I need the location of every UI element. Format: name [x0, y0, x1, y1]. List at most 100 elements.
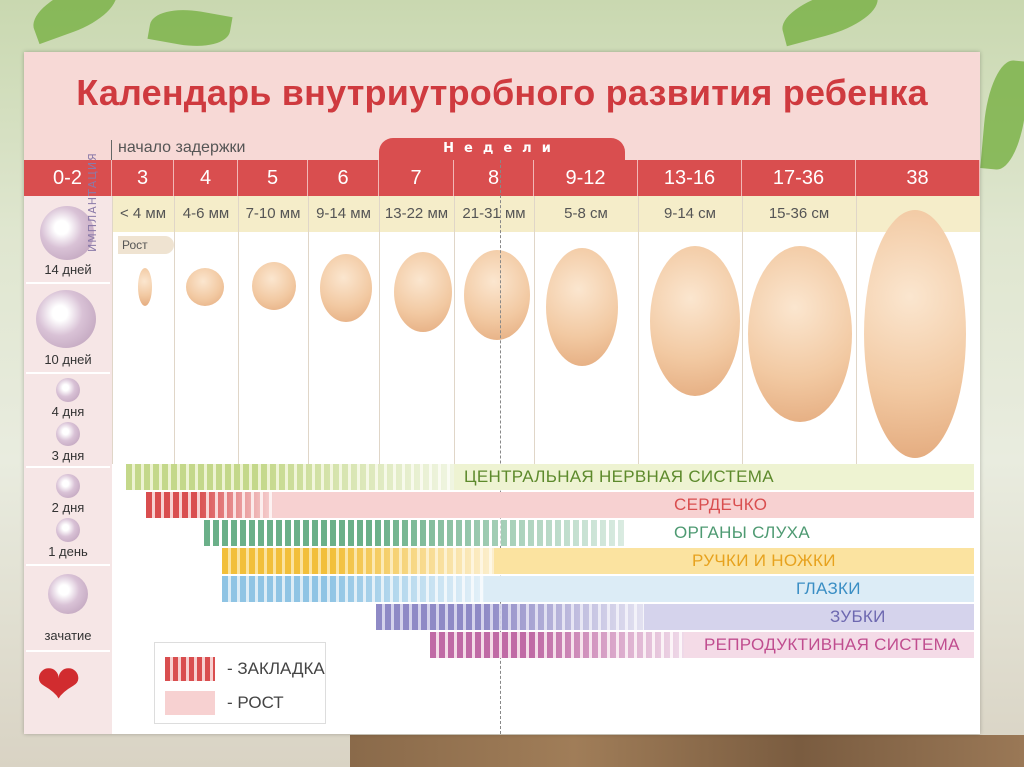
embryo-week-3 [138, 268, 152, 306]
column-divider [174, 196, 175, 464]
week-cell: 17-36 [742, 160, 856, 196]
legend-onset-label: - ЗАКЛАДКА [227, 659, 325, 678]
onset-stripes [222, 548, 494, 574]
size-cell: 9-14 мм [316, 205, 371, 222]
column-divider [308, 196, 309, 464]
divider [26, 564, 110, 566]
system-label: РЕПРОДУКТИВНАЯ СИСТЕМА [704, 635, 960, 654]
legend-growth-label: - РОСТ [227, 693, 284, 712]
morula-icon [56, 422, 80, 446]
legend-onset-swatch [165, 657, 215, 681]
embryo-cell-icon [36, 290, 96, 348]
divider [26, 282, 110, 284]
stage-label: 4 дня [51, 404, 85, 419]
heart-icon: ❤ [36, 653, 82, 716]
column-divider [534, 196, 535, 464]
onset-stripes [204, 520, 624, 546]
column-divider [379, 196, 380, 464]
system-label: ГЛАЗКИ [796, 579, 861, 598]
onset-stripes [376, 604, 644, 630]
week-cell: 8 [454, 160, 534, 196]
stage-label: 10 дней [44, 352, 92, 367]
size-cell: 21-31 мм [462, 205, 526, 222]
early-stages-column: 14 дней 10 дней 4 дня 3 дня 2 дня 1 день… [24, 196, 112, 734]
stage-label: 3 дня [51, 448, 85, 463]
column-divider [112, 196, 113, 464]
column-divider [238, 196, 239, 464]
stage-label: 2 дня [51, 500, 85, 515]
week-cell: 13-16 [638, 160, 742, 196]
morula-icon [56, 378, 80, 402]
embryo-week-5 [252, 262, 296, 310]
stage-label: 14 дней [44, 262, 92, 277]
size-cell: 13-22 мм [384, 205, 449, 222]
embryo-week-8 [464, 250, 530, 340]
size-cell: 15-36 см [768, 205, 830, 222]
system-label: ЗУБКИ [830, 607, 886, 626]
size-cell: < 4 мм [119, 205, 167, 222]
column-divider [742, 196, 743, 464]
leaf-decoration [25, 0, 125, 45]
delay-label: начало задержки [118, 139, 246, 156]
legend-growth-swatch [165, 691, 215, 715]
system-bar: ОРГАНЫ СЛУХА [204, 520, 974, 546]
zygote-icon [56, 474, 80, 498]
blastocyst-icon [40, 206, 94, 260]
system-bar: ЦЕНТРАЛЬНАЯ НЕРВНАЯ СИСТЕМА [126, 464, 974, 490]
column-divider [454, 196, 455, 464]
onset-stripes [430, 632, 684, 658]
page-title: Календарь внутриутробного развития ребен… [76, 72, 928, 113]
divider [26, 466, 110, 468]
system-bar: РЕПРОДУКТИВНАЯ СИСТЕМА [430, 632, 974, 658]
leaf-decoration [776, 0, 884, 47]
embryo-week-7 [394, 252, 452, 332]
week-cell: 3 [112, 160, 174, 196]
system-label: СЕРДЕЧКО [674, 495, 768, 514]
onset-stripes [222, 576, 484, 602]
weeks-row: 0-2 3 4 5 6 7 8 9-12 13-16 17-36 38 [24, 160, 980, 196]
system-label: ОРГАНЫ СЛУХА [674, 523, 810, 542]
size-cell: 4-6 мм [182, 205, 230, 222]
embryo-week-17-36 [748, 246, 852, 422]
week-cell: 9-12 [534, 160, 638, 196]
week-cell: 38 [856, 160, 980, 196]
leaf-decoration [147, 3, 233, 53]
size-cell: 7-10 мм [245, 205, 301, 222]
delay-marker-line [111, 140, 112, 160]
system-label: ЦЕНТРАЛЬНАЯ НЕРВНАЯ СИСТЕМА [464, 467, 774, 486]
column-divider [638, 196, 639, 464]
system-bar: ЗУБКИ [376, 604, 974, 630]
growth-tag: Рост [118, 236, 174, 254]
egg-cell-icon [48, 574, 88, 614]
development-calendar: Календарь внутриутробного развития ребен… [24, 52, 980, 734]
onset-stripes [126, 464, 454, 490]
system-bar: РУЧКИ И НОЖКИ [222, 548, 974, 574]
system-bar: ГЛАЗКИ [222, 576, 974, 602]
divider [26, 650, 110, 652]
sizes-row: < 4 мм 4-6 мм 7-10 мм 9-14 мм 13-22 мм 21-31 … [24, 196, 980, 232]
divider [26, 372, 110, 374]
embryo-week-9-12 [546, 248, 618, 366]
week-cell: 4 [174, 160, 238, 196]
soil-decoration [350, 735, 1024, 767]
stage-label: зачатие [44, 628, 92, 643]
weeks-tab: Недели [379, 138, 625, 160]
embryo-week-6 [320, 254, 372, 322]
week-cell: 7 [379, 160, 454, 196]
column-divider [856, 196, 857, 464]
embryo-week-4 [186, 268, 224, 306]
size-cell: 5-8 см [564, 205, 608, 222]
embryo-week-13-16 [650, 246, 740, 396]
leaf-decoration [980, 58, 1024, 172]
baby-week-38 [864, 210, 966, 458]
size-cell: 9-14 см [663, 205, 716, 222]
zygote-icon [56, 518, 80, 542]
week-cell: 5 [238, 160, 308, 196]
week-cell: 0-2 [24, 160, 112, 196]
week-cell: 6 [308, 160, 379, 196]
onset-stripes [146, 492, 274, 518]
stage-label: 1 день [48, 544, 88, 559]
legend: - ЗАКЛАДКА - РОСТ [154, 642, 326, 724]
implantation-label: ИМПЛАНТАЦИЯ [86, 152, 99, 252]
delay-dashed-line [500, 160, 501, 734]
